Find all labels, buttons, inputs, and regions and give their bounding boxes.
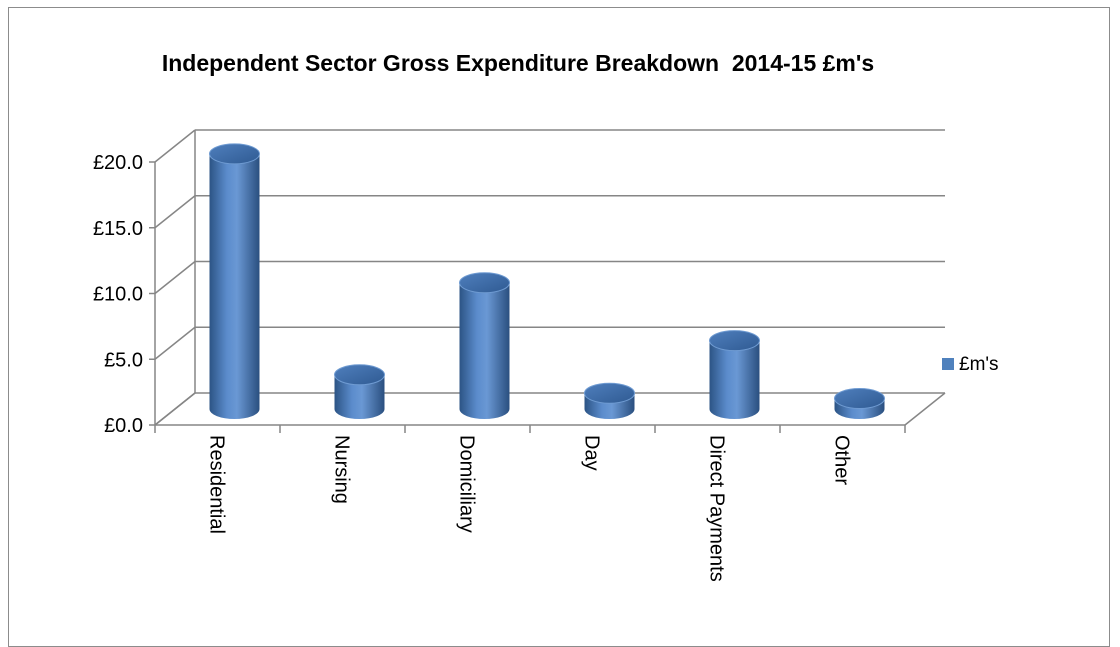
- bar-body: [459, 282, 510, 419]
- x-tick-label: Nursing: [331, 435, 353, 504]
- gridlines: [154, 129, 945, 426]
- bar-body: [709, 340, 760, 419]
- bar: [209, 143, 260, 419]
- gridline-side: [154, 129, 196, 163]
- bar: [334, 364, 385, 419]
- legend-swatch: [942, 358, 954, 370]
- bar: [459, 272, 510, 419]
- bar-top: [334, 364, 385, 386]
- gridline-side: [154, 195, 196, 229]
- x-axis: Residential Nursing Domiciliary Day Direct P…: [154, 425, 906, 582]
- gridline-side: [154, 326, 196, 360]
- bar-body: [334, 374, 385, 419]
- y-tick-label: £5.0: [104, 349, 143, 371]
- bar-body: [209, 153, 260, 419]
- gridline-side: [154, 392, 196, 426]
- x-tick-label: Day: [581, 435, 603, 471]
- bar-top: [584, 382, 635, 404]
- chart-walls: [154, 130, 946, 426]
- bar-top: [459, 272, 510, 294]
- legend-label: £m's: [959, 354, 999, 375]
- bar: [834, 387, 885, 419]
- y-tick-label: £10.0: [93, 284, 143, 306]
- chart-title: Independent Sector Gross Expenditure Bre…: [161, 50, 875, 76]
- bar: [584, 382, 635, 419]
- x-tick-label: Residential: [206, 435, 228, 534]
- x-tick-label: Direct Payments: [706, 435, 728, 582]
- y-tick-label: £20.0: [93, 152, 143, 174]
- bar-top: [709, 330, 760, 352]
- bar: [709, 330, 760, 419]
- bar-top: [209, 143, 260, 165]
- gridline-side: [154, 260, 196, 295]
- bars: [209, 143, 885, 419]
- y-tick-label: £0.0: [104, 415, 143, 437]
- bar-top: [834, 387, 885, 409]
- y-tick-label: £15.0: [93, 218, 143, 240]
- bar-chart: £0.0 £5.0 £10.0 £15.0 £20.0 Residential Nursi…: [93, 129, 999, 582]
- y-axis: £0.0 £5.0 £10.0 £15.0 £20.0: [93, 152, 156, 437]
- x-tick-label: Other: [831, 435, 853, 485]
- floor-right-edge: [904, 392, 946, 426]
- legend: £m's: [942, 354, 999, 375]
- x-tick-label: Domiciliary: [456, 435, 478, 533]
